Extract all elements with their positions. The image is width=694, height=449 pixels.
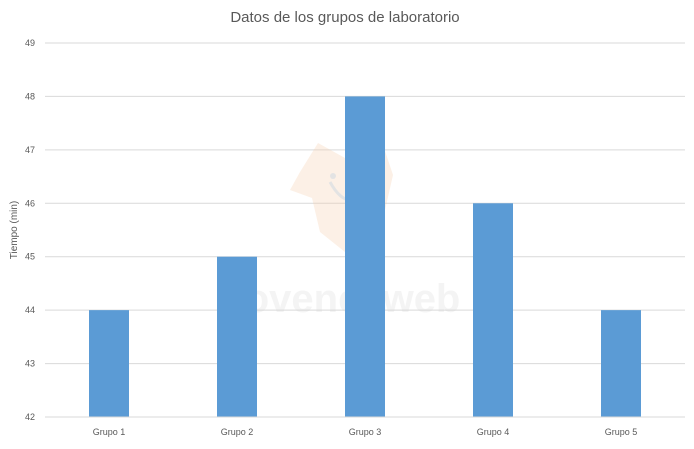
x-tick-label: Grupo 4 <box>477 427 510 437</box>
y-axis-ticks: 42 43 44 45 46 47 48 49 <box>25 38 35 422</box>
y-tick-label: 42 <box>25 412 35 422</box>
bars <box>89 96 641 417</box>
bar <box>345 96 385 417</box>
x-tick-label: Grupo 5 <box>605 427 638 437</box>
y-tick-label: 46 <box>25 198 35 208</box>
y-tick-label: 45 <box>25 252 35 262</box>
y-tick-label: 43 <box>25 359 35 369</box>
bar <box>89 310 129 417</box>
y-axis-title: Tiempo (min) <box>9 201 20 260</box>
y-tick-label: 47 <box>25 145 35 155</box>
chart-title: Datos de los grupos de laboratorio <box>230 9 459 26</box>
y-tick-label: 44 <box>25 305 35 315</box>
bar <box>473 203 513 417</box>
bar <box>217 256 257 417</box>
x-tick-label: Grupo 3 <box>349 427 382 437</box>
x-axis-ticks: Grupo 1 Grupo 2 Grupo 3 Grupo 4 Grupo 5 <box>93 427 638 437</box>
y-tick-label: 48 <box>25 91 35 101</box>
x-tick-label: Grupo 1 <box>93 427 126 437</box>
x-tick-label: Grupo 2 <box>221 427 254 437</box>
y-tick-label: 49 <box>25 38 35 48</box>
bar <box>601 310 641 417</box>
